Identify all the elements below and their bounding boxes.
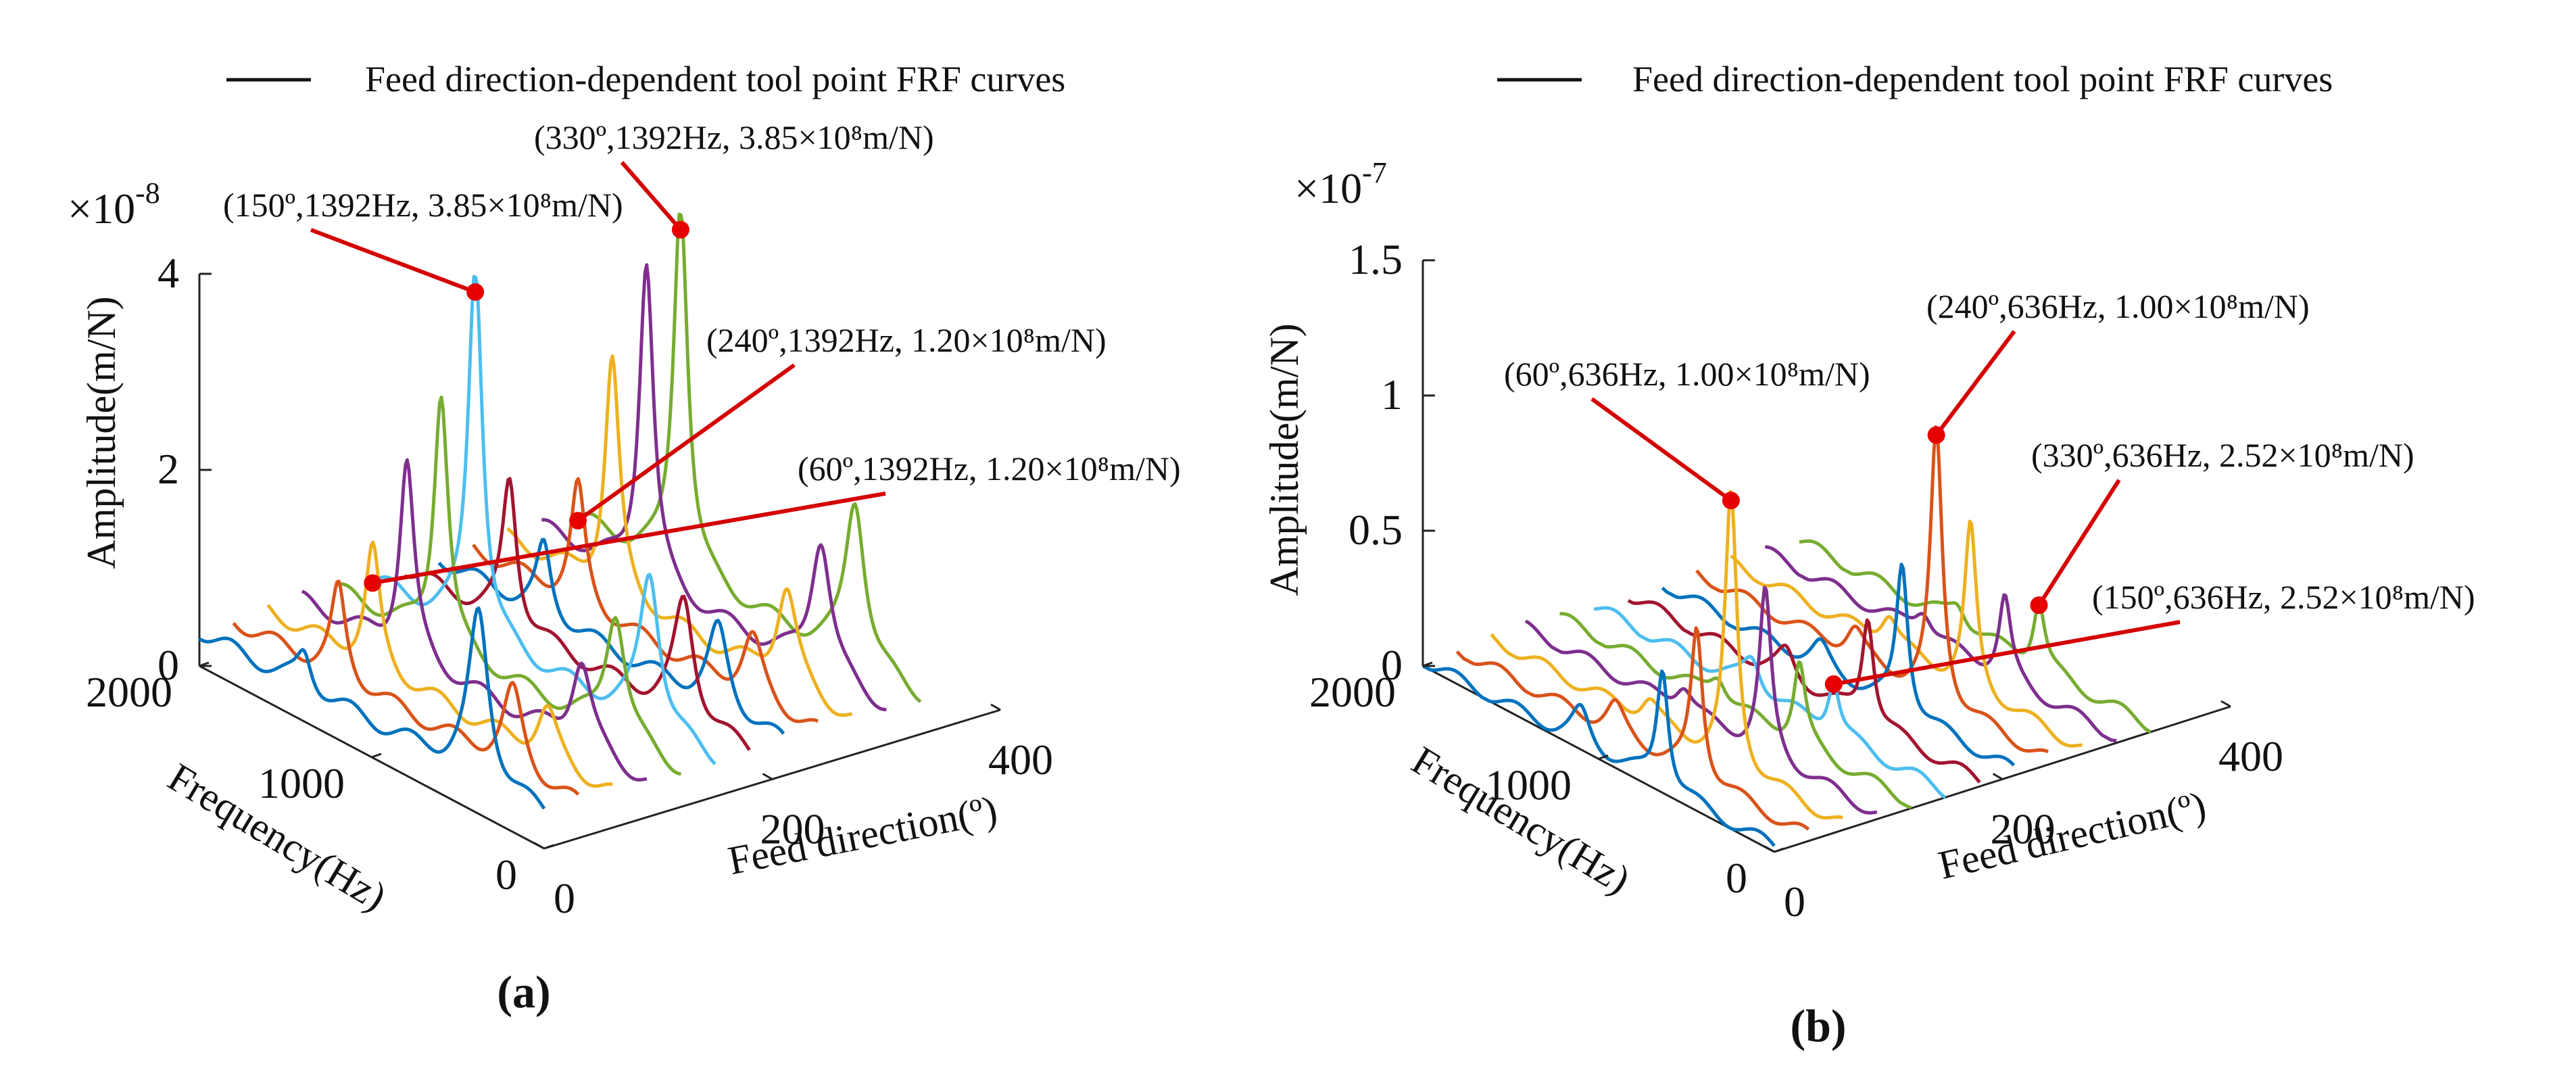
annotation-leader (577, 363, 796, 523)
annotation-marker (569, 512, 587, 530)
y-tick-mark (543, 844, 554, 850)
y-tick-label: 1000 (258, 759, 345, 807)
frf-curve-90deg (301, 458, 648, 782)
x-tick-label: 200 (760, 805, 825, 853)
frf-curve-120deg (336, 396, 681, 776)
frf-curve-0deg (198, 606, 546, 810)
annotation-label: (330º,636Hz, 2.52×10⁸m/N) (2031, 436, 2414, 474)
x-tick-mark (990, 703, 1001, 711)
annotation-label: (60º,1392Hz, 1.20×10⁸m/N) (798, 450, 1181, 487)
annotation-leader (310, 228, 477, 294)
y-tick-label: 2000 (1309, 668, 1396, 716)
z-tick-label: 0 (157, 641, 179, 689)
y-tick-mark (1422, 661, 1433, 667)
z-tick-label: 4 (157, 249, 179, 297)
x-tick-mark (1992, 773, 2003, 780)
annotation-leader (372, 492, 886, 585)
z-tick-label: 2 (157, 445, 179, 493)
panel-label-a: (a) (497, 966, 550, 1018)
x-tick-label: 0 (1784, 878, 1805, 926)
y-tick-mark (371, 752, 382, 759)
frf-curve-120deg (1559, 612, 1912, 809)
annotation-marker (1722, 492, 1740, 510)
annotation-marker (1927, 426, 1945, 444)
frf-curve-180deg (404, 477, 751, 751)
x-axis-label-a: Feed direction(º) (725, 787, 1001, 883)
y-tick-mark (1598, 755, 1609, 760)
legend-label-b: Feed direction-dependent tool point FRF … (1632, 59, 2333, 99)
panel-b: Feed direction-dependent tool point FRF … (1262, 59, 2475, 1051)
annotation-leader (1935, 330, 2016, 437)
y-tick-label: 1000 (1485, 761, 1572, 809)
annotation-label: (150º,636Hz, 2.52×10⁸m/N) (2092, 578, 2475, 616)
y-tick-label: 0 (1726, 854, 1747, 902)
frf-curve-150deg (370, 274, 716, 765)
z-tick-label: 1 (1381, 370, 1403, 418)
annotation-label: (330º,1392Hz, 3.85×10⁸m/N) (534, 118, 934, 156)
z-axis-label-a: Amplitude(m/N) (79, 296, 124, 569)
annotation-leader (1590, 397, 1732, 502)
annotation-label: (150º,1392Hz, 3.85×10⁸m/N) (223, 186, 623, 224)
x-axis-label-b: Feed direction(º) (1935, 783, 2210, 888)
frf-curve-0deg (1421, 664, 1776, 847)
annotation-marker (466, 283, 485, 301)
frf-curve-30deg (232, 579, 580, 796)
x-tick-label: 0 (554, 874, 575, 922)
annotation-leader (1833, 620, 2181, 686)
y-tick-label: 0 (495, 851, 517, 899)
annotations-group-a: (330º,1392Hz, 3.85×10⁸m/N) (150º,1392Hz, … (223, 118, 1181, 592)
annotation-label: (240º,1392Hz, 1.20×10⁸m/N) (706, 321, 1107, 359)
y-tick-label: 2000 (86, 668, 172, 716)
x-tick-label: 200 (1991, 805, 2056, 853)
x-tick-label: 400 (988, 736, 1053, 784)
frf-curve-270deg (1730, 519, 2083, 748)
legend-label-a: Feed direction-dependent tool point FRF … (365, 59, 1065, 99)
annotation-marker (671, 220, 689, 239)
panel-label-b: (b) (1790, 1000, 1846, 1051)
x-tick-mark (1764, 845, 1775, 853)
curves-group-b (1421, 425, 2152, 847)
y-tick-mark (1774, 847, 1784, 853)
frf-curve-210deg (1661, 563, 2016, 767)
annotation-marker (364, 574, 382, 592)
z-tick-label: 1.5 (1348, 235, 1403, 283)
x-tick-mark (762, 773, 773, 780)
annotation-marker (2030, 596, 2048, 615)
frf-curve-240deg (1695, 425, 2049, 754)
z-axis-label-b: Amplitude(m/N) (1262, 323, 1307, 596)
frf-curve-90deg (1524, 585, 1878, 815)
curves-group-a (198, 212, 922, 810)
frf-curve-270deg (506, 354, 852, 717)
frf-curve-150deg (1593, 606, 1947, 799)
annotations-group-b: (240º,636Hz, 1.00×10⁸m/N) (60º,636Hz, 1.0… (1504, 287, 2475, 693)
frf-curve-60deg (266, 540, 613, 788)
scale-factor-b: ×10-7 (1294, 156, 1387, 212)
frf-curve-300deg (1765, 545, 2117, 742)
panel-a: Feed direction-dependent tool point FRF … (68, 59, 1181, 1018)
frf-curve-240deg (472, 477, 819, 723)
annotation-leader (620, 161, 683, 231)
x-tick-mark (2220, 700, 2231, 708)
z-tick-label: 0.5 (1348, 506, 1403, 554)
z-tick-label: 0 (1381, 641, 1403, 689)
annotation-leader (2037, 479, 2121, 606)
frf-curve-330deg (1799, 539, 2152, 734)
frf-curve-30deg (1455, 626, 1810, 831)
x-tick-label: 400 (2218, 732, 2283, 780)
x-tick-mark (534, 842, 545, 850)
annotation-marker (1824, 675, 1843, 693)
annotation-label: (240º,636Hz, 1.00×10⁸m/N) (1926, 287, 2310, 325)
annotation-label: (60º,636Hz, 1.00×10⁸m/N) (1504, 355, 1870, 393)
y-tick-mark (199, 661, 210, 667)
scale-factor-a: ×10-8 (68, 176, 160, 233)
